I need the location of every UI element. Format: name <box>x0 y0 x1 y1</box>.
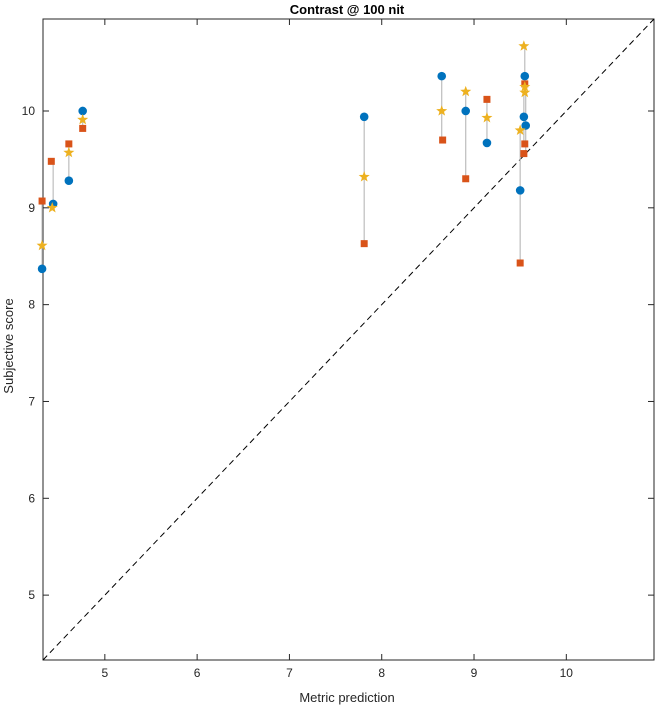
series-2-point <box>47 157 55 165</box>
y-tick-label: 9 <box>28 201 35 215</box>
series-1-point <box>519 112 529 122</box>
axes-box <box>42 18 655 661</box>
series-2-point <box>38 197 46 205</box>
series-1-point <box>64 176 74 186</box>
series-3-point <box>518 40 530 51</box>
series-2-point <box>483 95 491 103</box>
y-tick-label: 6 <box>28 491 35 505</box>
x-tick-label: 6 <box>194 666 201 680</box>
series-1-point <box>515 186 525 195</box>
series-3-point <box>358 171 370 182</box>
series-2-point <box>521 140 529 148</box>
series-2-point <box>462 175 470 183</box>
series-1-point <box>520 71 530 81</box>
series-3-point <box>519 80 531 92</box>
y-tick-label: 8 <box>28 298 35 312</box>
x-tick-label: 5 <box>101 666 108 680</box>
series-3-point <box>77 113 89 125</box>
series-3-point <box>36 239 48 251</box>
x-tick-label: 9 <box>471 666 478 680</box>
x-tick-label: 10 <box>560 666 574 680</box>
y-axis-label: Subjective score <box>1 298 16 393</box>
series-3-point <box>436 105 448 116</box>
series-3-point <box>460 85 472 97</box>
x-tick-label: 8 <box>378 666 385 680</box>
series-2-point <box>79 124 87 132</box>
series-1-point <box>437 71 447 81</box>
plot-area: 5 6 7 8 9 10 5 6 7 8 9 10 <box>22 18 655 680</box>
series-1-point <box>461 106 471 116</box>
x-tick-label: 7 <box>286 666 293 680</box>
series-3-point <box>481 111 493 123</box>
y-tick-label: 7 <box>28 394 35 408</box>
chart-title: Contrast @ 100 nit <box>290 2 405 17</box>
series-2-point <box>360 240 368 248</box>
series-2-point <box>520 150 528 158</box>
series-3-point <box>519 86 531 98</box>
identity-line <box>42 18 655 661</box>
series-1-point <box>37 264 47 274</box>
y-tick-label: 5 <box>28 588 35 602</box>
series-1-point <box>78 106 87 116</box>
series-1-point <box>359 112 369 122</box>
series-3-point <box>63 146 75 158</box>
series-2-point <box>516 259 524 267</box>
y-tick-label: 10 <box>22 104 36 118</box>
series-3-point <box>46 202 58 213</box>
series-3-point <box>514 124 526 136</box>
series-2-point <box>65 140 73 148</box>
series-1-point <box>521 121 531 130</box>
series-1-point <box>482 138 492 148</box>
series-2-point <box>439 136 447 144</box>
x-axis-label: Metric prediction <box>299 690 394 705</box>
